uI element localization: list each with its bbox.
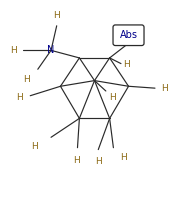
Text: H: H	[23, 75, 30, 84]
FancyBboxPatch shape	[113, 25, 144, 46]
Text: H: H	[10, 46, 17, 55]
Text: N: N	[47, 45, 55, 55]
Text: H: H	[95, 157, 102, 166]
Text: H: H	[120, 153, 127, 162]
Text: H: H	[161, 84, 167, 93]
Text: H: H	[109, 93, 115, 102]
Text: H: H	[73, 156, 80, 165]
Text: H: H	[31, 142, 38, 151]
Text: H: H	[53, 11, 60, 20]
Text: H: H	[16, 93, 23, 102]
Text: Abs: Abs	[119, 30, 138, 40]
Text: H: H	[123, 60, 130, 69]
